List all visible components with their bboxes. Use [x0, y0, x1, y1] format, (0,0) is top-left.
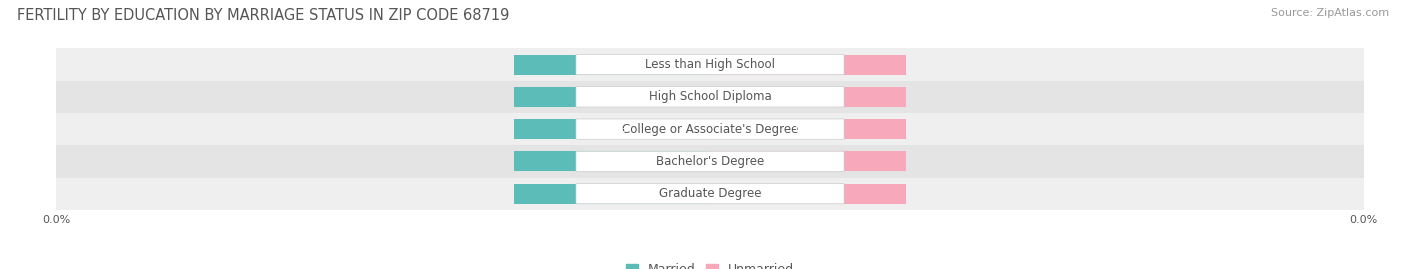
Bar [710, 87, 905, 107]
Bar [56, 48, 1364, 81]
Text: Less than High School: Less than High School [645, 58, 775, 71]
Bar [515, 87, 710, 107]
Text: 0.0%: 0.0% [598, 124, 626, 134]
Text: 0.0%: 0.0% [794, 156, 823, 167]
Text: 0.0%: 0.0% [794, 124, 823, 134]
Text: FERTILITY BY EDUCATION BY MARRIAGE STATUS IN ZIP CODE 68719: FERTILITY BY EDUCATION BY MARRIAGE STATU… [17, 8, 509, 23]
Text: Bachelor's Degree: Bachelor's Degree [657, 155, 763, 168]
Text: Source: ZipAtlas.com: Source: ZipAtlas.com [1271, 8, 1389, 18]
FancyBboxPatch shape [576, 151, 844, 172]
Bar [56, 178, 1364, 210]
Text: 0.0%: 0.0% [598, 92, 626, 102]
Text: 0.0%: 0.0% [794, 189, 823, 199]
Text: 0.0%: 0.0% [794, 92, 823, 102]
Bar [56, 145, 1364, 178]
Bar [515, 184, 710, 204]
Text: Graduate Degree: Graduate Degree [659, 187, 761, 200]
Text: High School Diploma: High School Diploma [648, 90, 772, 103]
Bar [710, 151, 905, 171]
FancyBboxPatch shape [576, 119, 844, 139]
Text: College or Associate's Degree: College or Associate's Degree [621, 123, 799, 136]
Bar [515, 55, 710, 75]
Bar [515, 151, 710, 171]
FancyBboxPatch shape [576, 54, 844, 75]
Bar [515, 119, 710, 139]
Bar [710, 119, 905, 139]
Bar [710, 55, 905, 75]
Text: 0.0%: 0.0% [794, 59, 823, 70]
FancyBboxPatch shape [576, 87, 844, 107]
FancyBboxPatch shape [576, 183, 844, 204]
Text: 0.0%: 0.0% [598, 189, 626, 199]
Bar [710, 184, 905, 204]
Text: 0.0%: 0.0% [598, 59, 626, 70]
Legend: Married, Unmarried: Married, Unmarried [626, 263, 794, 269]
Bar [56, 113, 1364, 145]
Text: 0.0%: 0.0% [598, 156, 626, 167]
Bar [56, 81, 1364, 113]
